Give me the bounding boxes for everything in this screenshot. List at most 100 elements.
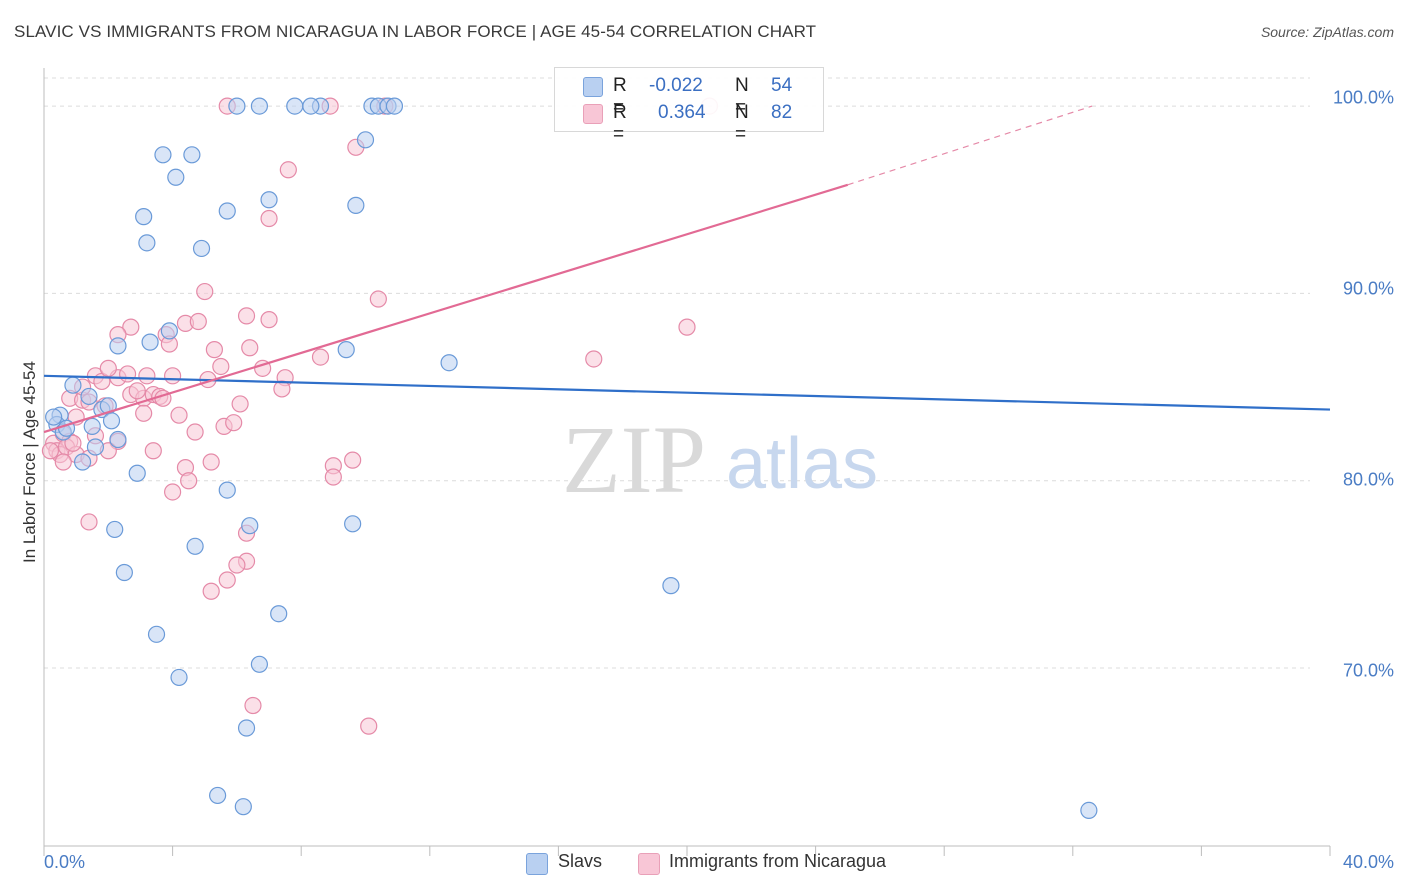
slavs-point [106,520,124,539]
slavs-point [344,515,362,533]
legend-slavs-swatch [526,853,548,875]
slavs-point [109,337,127,355]
slavs-point [218,481,236,499]
nicaragua-point [170,406,188,424]
slavs-point [154,146,172,164]
nicaragua-point [128,382,146,400]
slavs-point [250,97,269,115]
nicaragua-point [218,571,236,589]
slavs-point [102,412,121,430]
nicaragua-point [186,423,204,441]
slavs-point [160,322,178,340]
slavs-point [356,131,375,149]
slavs-points [45,97,1098,820]
nicaragua-point [228,556,246,574]
nicaragua-point [118,365,137,383]
nicaragua-point [231,395,249,413]
nicaragua-point [80,513,98,531]
slavs-point [234,798,252,816]
r-value: -0.022 [649,75,703,96]
slavs-point [45,408,63,426]
slavs-point [237,719,256,737]
source-label: Source: ZipAtlas.com [1260,24,1394,40]
slavs-point [260,191,278,209]
r-value: 0.364 [658,102,706,123]
n-label: N = [735,75,749,118]
nicaragua-point [212,357,230,376]
slavs-trend-line [43,374,1331,411]
slavs-point [347,196,365,214]
legend-nicaragua-label: Immigrants from Nicaragua [669,851,887,871]
legend-slavs-label: Slavs [558,851,603,871]
slavs-point [109,430,127,449]
nicaragua-point [244,696,262,715]
nicaragua-point [369,290,387,308]
slavs-point [218,202,236,220]
nicaragua-point [41,442,60,460]
nicaragua-point [99,359,117,377]
slavs-point [183,146,201,164]
nicaragua-point [202,453,220,471]
nicaragua-point [360,717,378,735]
n-value: 54 [771,75,793,96]
slavs-point [141,333,159,351]
watermark: ZIP atlas [562,406,878,513]
nicaragua-point [54,453,72,471]
nicaragua-swatch [583,104,603,124]
slavs-point [80,387,98,406]
nicaragua-point [164,483,182,501]
slavs-point [662,577,680,595]
nicaragua-point [138,367,156,385]
nicaragua-point [144,442,162,460]
slavs-point [241,517,259,535]
slavs-point [302,97,320,115]
x-tick-label-min: 0.0% [44,852,86,872]
slavs-point [192,239,211,258]
nicaragua-point [344,451,362,469]
nicaragua-point [260,209,278,228]
slavs-point [170,668,188,687]
nicaragua-point [202,582,220,600]
slavs-point [1080,801,1098,820]
nicaragua-point [678,318,696,336]
y-tick-label: 80.0% [1342,469,1394,490]
slavs-point [115,563,133,582]
nicaragua-point [196,282,214,301]
slavs-point [250,655,269,673]
nicaragua-trend-extension [847,105,1093,186]
n-label: N = [735,102,749,145]
slavs-point [385,97,404,115]
r-label: R = [613,102,627,145]
slavs-point [128,464,146,482]
slavs-point [270,605,288,623]
chart-title: SLAVIC VS IMMIGRANTS FROM NICARAGUA IN L… [14,22,817,41]
slavs-point [186,537,204,555]
nicaragua-point [180,472,198,490]
slavs-point [83,417,101,436]
trend-lines [43,105,1331,434]
slavs-point [209,786,227,805]
nicaragua-point [324,468,342,486]
slavs-point [135,208,153,226]
watermark-atlas: atlas [726,424,878,504]
nicaragua-point [64,434,82,452]
nicaragua-trend-line [43,183,849,434]
nicaragua-point [273,380,291,398]
nicaragua-point [164,367,182,385]
slavs-point [167,168,185,186]
slavs-swatch [583,77,603,97]
slavs-point [228,97,246,115]
nicaragua-point [225,414,243,432]
nicaragua-point [237,307,256,325]
nicaragua-point [585,350,603,368]
y-tick-label: 90.0% [1342,278,1394,299]
nicaragua-point [189,312,207,331]
nicaragua-point [135,404,153,422]
nicaragua-point [122,318,140,336]
legend-nicaragua-swatch [638,853,660,875]
nicaragua-point [260,311,278,329]
slavs-point [147,625,166,643]
nicaragua-point [241,339,259,357]
y-tick-label: 100.0% [1332,87,1394,108]
